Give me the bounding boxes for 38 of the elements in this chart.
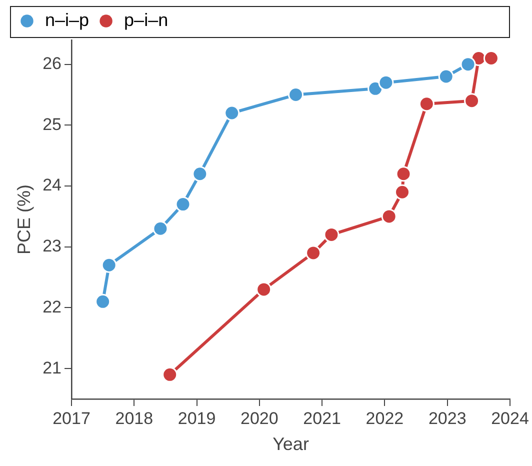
point: [418, 96, 434, 112]
point: [95, 294, 111, 310]
x-axis-title: Year: [272, 434, 309, 454]
x-tick-label: 2023: [428, 408, 466, 428]
point: [306, 245, 322, 261]
x-tick-label: 2020: [240, 408, 278, 428]
point: [152, 220, 168, 236]
legend-label: p–i–n: [124, 10, 168, 30]
y-tick-label: 22: [42, 297, 62, 316]
y-tick-label: 21: [42, 358, 62, 378]
point: [175, 196, 191, 212]
y-tick-label: 23: [42, 236, 62, 256]
y-axis-title: PCE (%): [14, 184, 34, 255]
point: [101, 257, 117, 273]
y-tick-label: 26: [42, 54, 62, 74]
legend-label: n–i–p: [45, 10, 90, 30]
point: [288, 87, 304, 103]
y-tick-label: 25: [42, 114, 62, 134]
y-tick-label: 24: [42, 176, 62, 195]
point: [256, 282, 272, 298]
point: [464, 93, 480, 109]
point: [394, 184, 410, 200]
point: [381, 208, 397, 224]
point: [192, 166, 208, 182]
x-tick-label: 2021: [303, 408, 341, 428]
x-tick-label: 2019: [178, 408, 216, 428]
point: [224, 105, 240, 121]
point: [324, 226, 340, 242]
point: [396, 166, 412, 182]
point: [460, 56, 476, 72]
x-tick-label: 2017: [52, 408, 90, 428]
x-tick-label: 2022: [366, 408, 404, 428]
point: [483, 50, 499, 66]
x-tick-label: 2018: [115, 408, 154, 428]
point: [378, 74, 394, 90]
point: [162, 366, 178, 382]
x-tick-label: 2024: [491, 408, 529, 428]
point: [438, 68, 454, 84]
